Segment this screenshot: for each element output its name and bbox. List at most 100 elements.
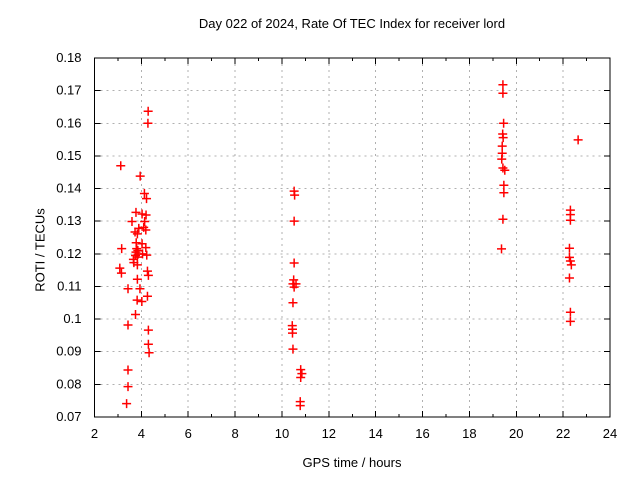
data-point-marker: [565, 307, 575, 317]
data-point-marker: [116, 268, 126, 278]
data-point-marker: [498, 88, 508, 98]
data-point-marker: [564, 243, 574, 253]
scatter-series-roti: [115, 80, 583, 411]
data-point-marker: [142, 250, 152, 260]
data-point-marker: [297, 369, 307, 379]
data-point-marker: [564, 273, 574, 283]
y-tick-label: 0.1: [63, 311, 81, 326]
data-point-marker: [142, 291, 152, 301]
data-point-marker: [132, 229, 142, 239]
x-tick-label: 20: [509, 426, 523, 441]
data-point-marker: [137, 296, 147, 306]
y-tick-label: 0.09: [56, 344, 81, 359]
data-point-marker: [289, 258, 299, 268]
data-point-marker: [290, 190, 300, 200]
data-point-marker: [123, 382, 133, 392]
data-point-marker: [498, 80, 508, 90]
data-point-marker: [499, 180, 509, 190]
data-point-marker: [141, 210, 151, 220]
data-point-marker: [499, 188, 509, 198]
data-point-marker: [565, 215, 575, 225]
data-point-marker: [143, 106, 153, 116]
y-tick-label: 0.15: [56, 148, 81, 163]
data-point-marker: [497, 244, 507, 254]
data-point-marker: [498, 133, 508, 143]
data-point-marker: [123, 284, 133, 294]
data-point-marker: [137, 209, 147, 219]
tick-labels: 2 4 6 8 10 12 14 16 18 20 22 240.070.080.090.10.110…: [56, 50, 617, 441]
y-tick-label: 0.12: [56, 246, 81, 261]
data-point-marker: [142, 194, 152, 204]
data-point-marker: [289, 216, 299, 226]
x-tick-label: 22: [556, 426, 570, 441]
data-point-marker: [499, 118, 509, 128]
x-tick-label: 16: [415, 426, 429, 441]
data-point-marker: [131, 207, 141, 217]
x-tick-label: 24: [603, 426, 617, 441]
data-point-marker: [122, 399, 132, 409]
data-point-marker: [288, 298, 298, 308]
data-point-marker: [135, 284, 145, 294]
plot-border: [94, 57, 611, 418]
x-tick-label: 6: [185, 426, 192, 441]
x-tick-label: 14: [368, 426, 382, 441]
x-tick-label: 12: [322, 426, 336, 441]
data-point-marker: [143, 118, 153, 128]
data-point-marker: [123, 365, 133, 375]
data-point-marker: [296, 373, 306, 383]
data-point-marker: [144, 348, 154, 358]
data-point-marker: [132, 274, 142, 284]
data-point-marker: [566, 260, 576, 270]
x-tick-label: 2: [91, 426, 98, 441]
chart-title: Day 022 of 2024, Rate Of TEC Index for r…: [198, 16, 506, 31]
x-tick-label: 4: [138, 426, 145, 441]
data-point-marker: [143, 270, 153, 280]
x-axis-label: GPS time / hours: [302, 455, 402, 470]
data-point-marker: [131, 310, 141, 320]
data-point-marker: [138, 249, 148, 259]
y-tick-label: 0.14: [56, 181, 81, 196]
axis-ticks: [94, 57, 611, 418]
data-point-marker: [565, 256, 575, 266]
data-point-marker: [565, 316, 575, 326]
x-tick-label: 8: [231, 426, 238, 441]
data-point-marker: [497, 154, 507, 164]
data-point-marker: [295, 401, 305, 411]
data-point-marker: [117, 244, 127, 254]
data-point-marker: [498, 163, 508, 173]
data-point-marker: [132, 260, 142, 270]
data-point-marker: [140, 217, 150, 227]
data-point-marker: [143, 339, 153, 349]
data-point-marker: [127, 217, 137, 227]
data-point-marker: [116, 161, 126, 171]
y-tick-label: 0.11: [57, 278, 81, 293]
y-tick-label: 0.18: [56, 50, 81, 65]
grid-lines: [94, 58, 610, 417]
data-point-marker: [123, 320, 133, 330]
y-tick-label: 0.13: [56, 213, 81, 228]
data-point-marker: [289, 282, 299, 292]
data-point-marker: [139, 188, 149, 198]
y-tick-label: 0.17: [56, 83, 81, 98]
data-point-marker: [498, 214, 508, 224]
x-tick-label: 18: [462, 426, 476, 441]
y-tick-label: 0.07: [56, 409, 81, 424]
y-tick-label: 0.16: [56, 115, 81, 130]
data-point-marker: [573, 135, 583, 145]
data-point-marker: [142, 266, 152, 276]
data-point-marker: [500, 165, 510, 175]
x-tick-label: 10: [275, 426, 289, 441]
y-tick-label: 0.08: [56, 376, 81, 391]
data-point-marker: [288, 344, 298, 354]
data-point-marker: [141, 225, 151, 235]
data-point-marker: [296, 365, 306, 375]
data-point-marker: [141, 243, 151, 253]
data-point-marker: [131, 250, 141, 260]
data-point-marker: [132, 295, 142, 305]
data-point-marker: [143, 325, 153, 335]
data-point-marker: [135, 171, 145, 181]
data-point-marker: [287, 328, 297, 338]
data-point-marker: [115, 263, 125, 273]
